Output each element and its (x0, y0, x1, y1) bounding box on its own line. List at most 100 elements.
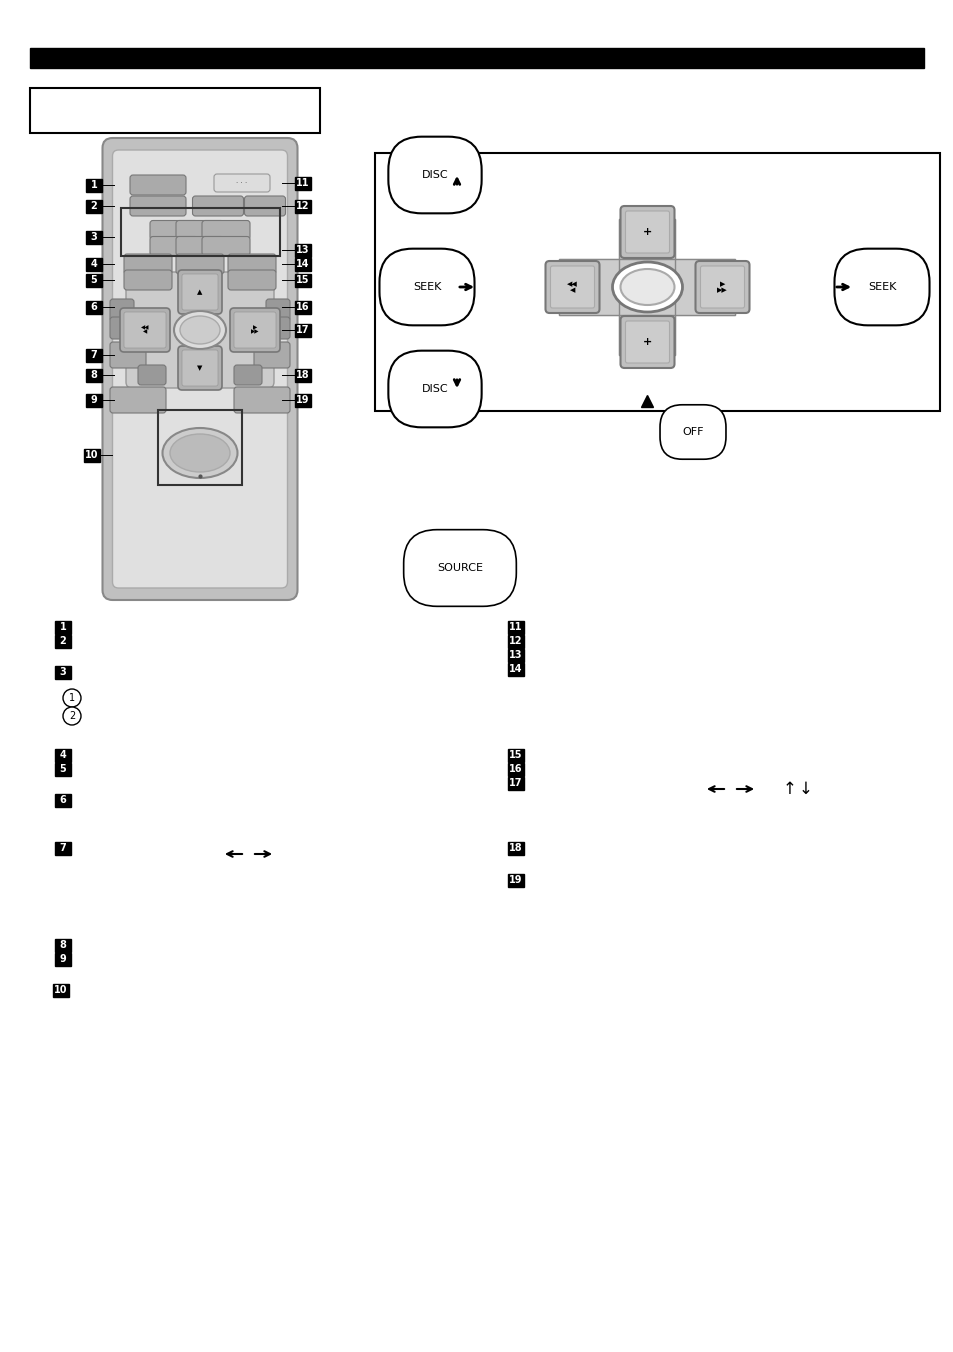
FancyBboxPatch shape (213, 174, 270, 192)
Bar (507, 634, 523, 648)
Bar (618, 219, 675, 356)
Bar (55, 665, 71, 679)
FancyBboxPatch shape (550, 266, 594, 308)
FancyBboxPatch shape (110, 299, 133, 320)
Text: · · ·: · · · (236, 180, 248, 187)
FancyBboxPatch shape (150, 237, 198, 256)
Bar (86, 178, 102, 192)
Text: 18: 18 (509, 844, 522, 853)
Text: ▲: ▲ (197, 289, 202, 295)
FancyBboxPatch shape (102, 138, 297, 600)
Bar (507, 776, 523, 790)
Bar (507, 649, 523, 661)
FancyBboxPatch shape (228, 254, 275, 274)
FancyBboxPatch shape (124, 312, 166, 347)
Text: ◀◀
◀: ◀◀ ◀ (141, 326, 149, 334)
Bar (55, 621, 71, 634)
Bar (294, 369, 311, 381)
Bar (84, 449, 100, 461)
Ellipse shape (619, 269, 674, 306)
FancyBboxPatch shape (130, 196, 186, 216)
Text: 15: 15 (296, 274, 310, 285)
Bar (86, 273, 102, 287)
Text: 11: 11 (296, 178, 310, 188)
FancyBboxPatch shape (266, 299, 290, 320)
Bar (507, 749, 523, 761)
Text: OFF: OFF (681, 427, 703, 437)
Text: 1: 1 (60, 622, 67, 631)
FancyBboxPatch shape (230, 308, 280, 352)
FancyBboxPatch shape (178, 270, 222, 314)
Text: 19: 19 (296, 395, 310, 406)
FancyBboxPatch shape (124, 254, 172, 274)
Text: 17: 17 (296, 324, 310, 335)
FancyBboxPatch shape (110, 342, 146, 368)
Text: 8: 8 (59, 940, 67, 950)
Text: 12: 12 (509, 635, 522, 646)
FancyBboxPatch shape (202, 220, 250, 239)
Text: 19: 19 (509, 875, 522, 886)
FancyBboxPatch shape (619, 316, 674, 368)
Text: ◀◀
◀: ◀◀ ◀ (566, 281, 578, 293)
Ellipse shape (180, 316, 220, 343)
Text: +: + (642, 337, 652, 347)
Ellipse shape (162, 429, 237, 479)
Text: 9: 9 (91, 395, 97, 406)
Bar (86, 300, 102, 314)
Bar (86, 257, 102, 270)
Text: 2: 2 (91, 201, 97, 211)
FancyBboxPatch shape (233, 312, 275, 347)
Text: +: + (642, 227, 652, 237)
Text: 15: 15 (509, 750, 522, 760)
Text: 16: 16 (296, 301, 310, 312)
FancyBboxPatch shape (619, 206, 674, 258)
Bar (55, 841, 71, 854)
FancyBboxPatch shape (253, 342, 290, 368)
Bar (53, 983, 69, 996)
FancyBboxPatch shape (130, 174, 186, 195)
Bar (30, 88, 319, 132)
FancyBboxPatch shape (625, 211, 669, 253)
Text: 18: 18 (295, 370, 310, 380)
Bar (55, 794, 71, 807)
Bar (158, 410, 242, 485)
FancyBboxPatch shape (175, 220, 224, 239)
FancyBboxPatch shape (178, 346, 222, 389)
Bar (120, 208, 279, 256)
FancyBboxPatch shape (266, 316, 290, 339)
Bar (55, 938, 71, 952)
FancyBboxPatch shape (150, 220, 198, 239)
FancyBboxPatch shape (110, 387, 166, 412)
Bar (558, 260, 735, 315)
Bar (507, 621, 523, 634)
FancyBboxPatch shape (120, 308, 170, 352)
FancyBboxPatch shape (124, 270, 172, 289)
FancyBboxPatch shape (193, 196, 243, 216)
Text: 14: 14 (509, 664, 522, 675)
Text: 7: 7 (60, 844, 67, 853)
FancyBboxPatch shape (182, 350, 218, 387)
Text: 1: 1 (69, 694, 75, 703)
Text: 8: 8 (91, 370, 97, 380)
FancyBboxPatch shape (182, 274, 218, 310)
Bar (375, 153, 939, 411)
Bar (507, 873, 523, 887)
Text: 10: 10 (54, 986, 68, 995)
FancyBboxPatch shape (625, 320, 669, 362)
Text: 4: 4 (60, 750, 67, 760)
Text: 3: 3 (91, 233, 97, 242)
Text: SEEK: SEEK (867, 283, 895, 292)
Bar (86, 369, 102, 381)
Circle shape (63, 690, 81, 707)
Bar (558, 260, 735, 315)
Bar (507, 841, 523, 854)
FancyBboxPatch shape (233, 365, 262, 385)
Text: 6: 6 (91, 301, 97, 312)
Bar (86, 393, 102, 407)
Text: DISC: DISC (421, 170, 448, 180)
Bar (55, 763, 71, 776)
Text: 7: 7 (91, 350, 97, 360)
Text: ▼: ▼ (197, 365, 202, 370)
FancyBboxPatch shape (110, 316, 133, 339)
Text: 10: 10 (85, 450, 99, 460)
